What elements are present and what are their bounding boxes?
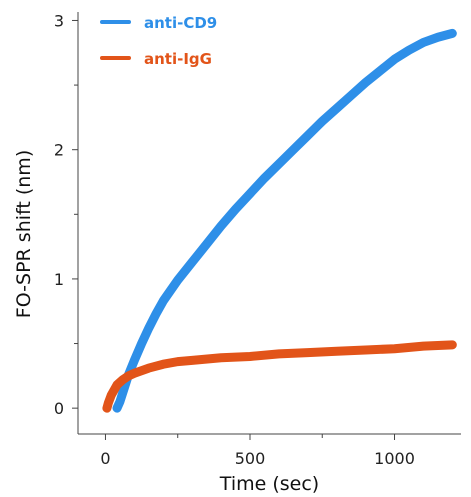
y-tick-label: 2: [54, 141, 64, 160]
axes: 0 1 2 3 0 500 1000: [54, 11, 461, 468]
x-tick-label: 500: [235, 449, 266, 468]
x-axis-title: Time (sec): [219, 473, 319, 495]
y-tick-label: 1: [54, 270, 64, 289]
legend-label: anti-IgG: [144, 50, 212, 68]
series-lines: [102, 28, 457, 413]
x-tick-label: 0: [100, 449, 110, 468]
legend-label: anti-CD9: [144, 14, 217, 32]
y-tick-label: 3: [54, 11, 64, 30]
y-axis-title: FO-SPR shift (nm): [13, 150, 35, 318]
y-tick-label: 0: [54, 399, 64, 418]
x-tick-label: 1000: [374, 449, 415, 468]
series-line-anti-igg: [102, 340, 457, 413]
series-line-anti-cd9: [112, 28, 457, 413]
legend: anti-CD9 anti-IgG: [100, 14, 217, 68]
